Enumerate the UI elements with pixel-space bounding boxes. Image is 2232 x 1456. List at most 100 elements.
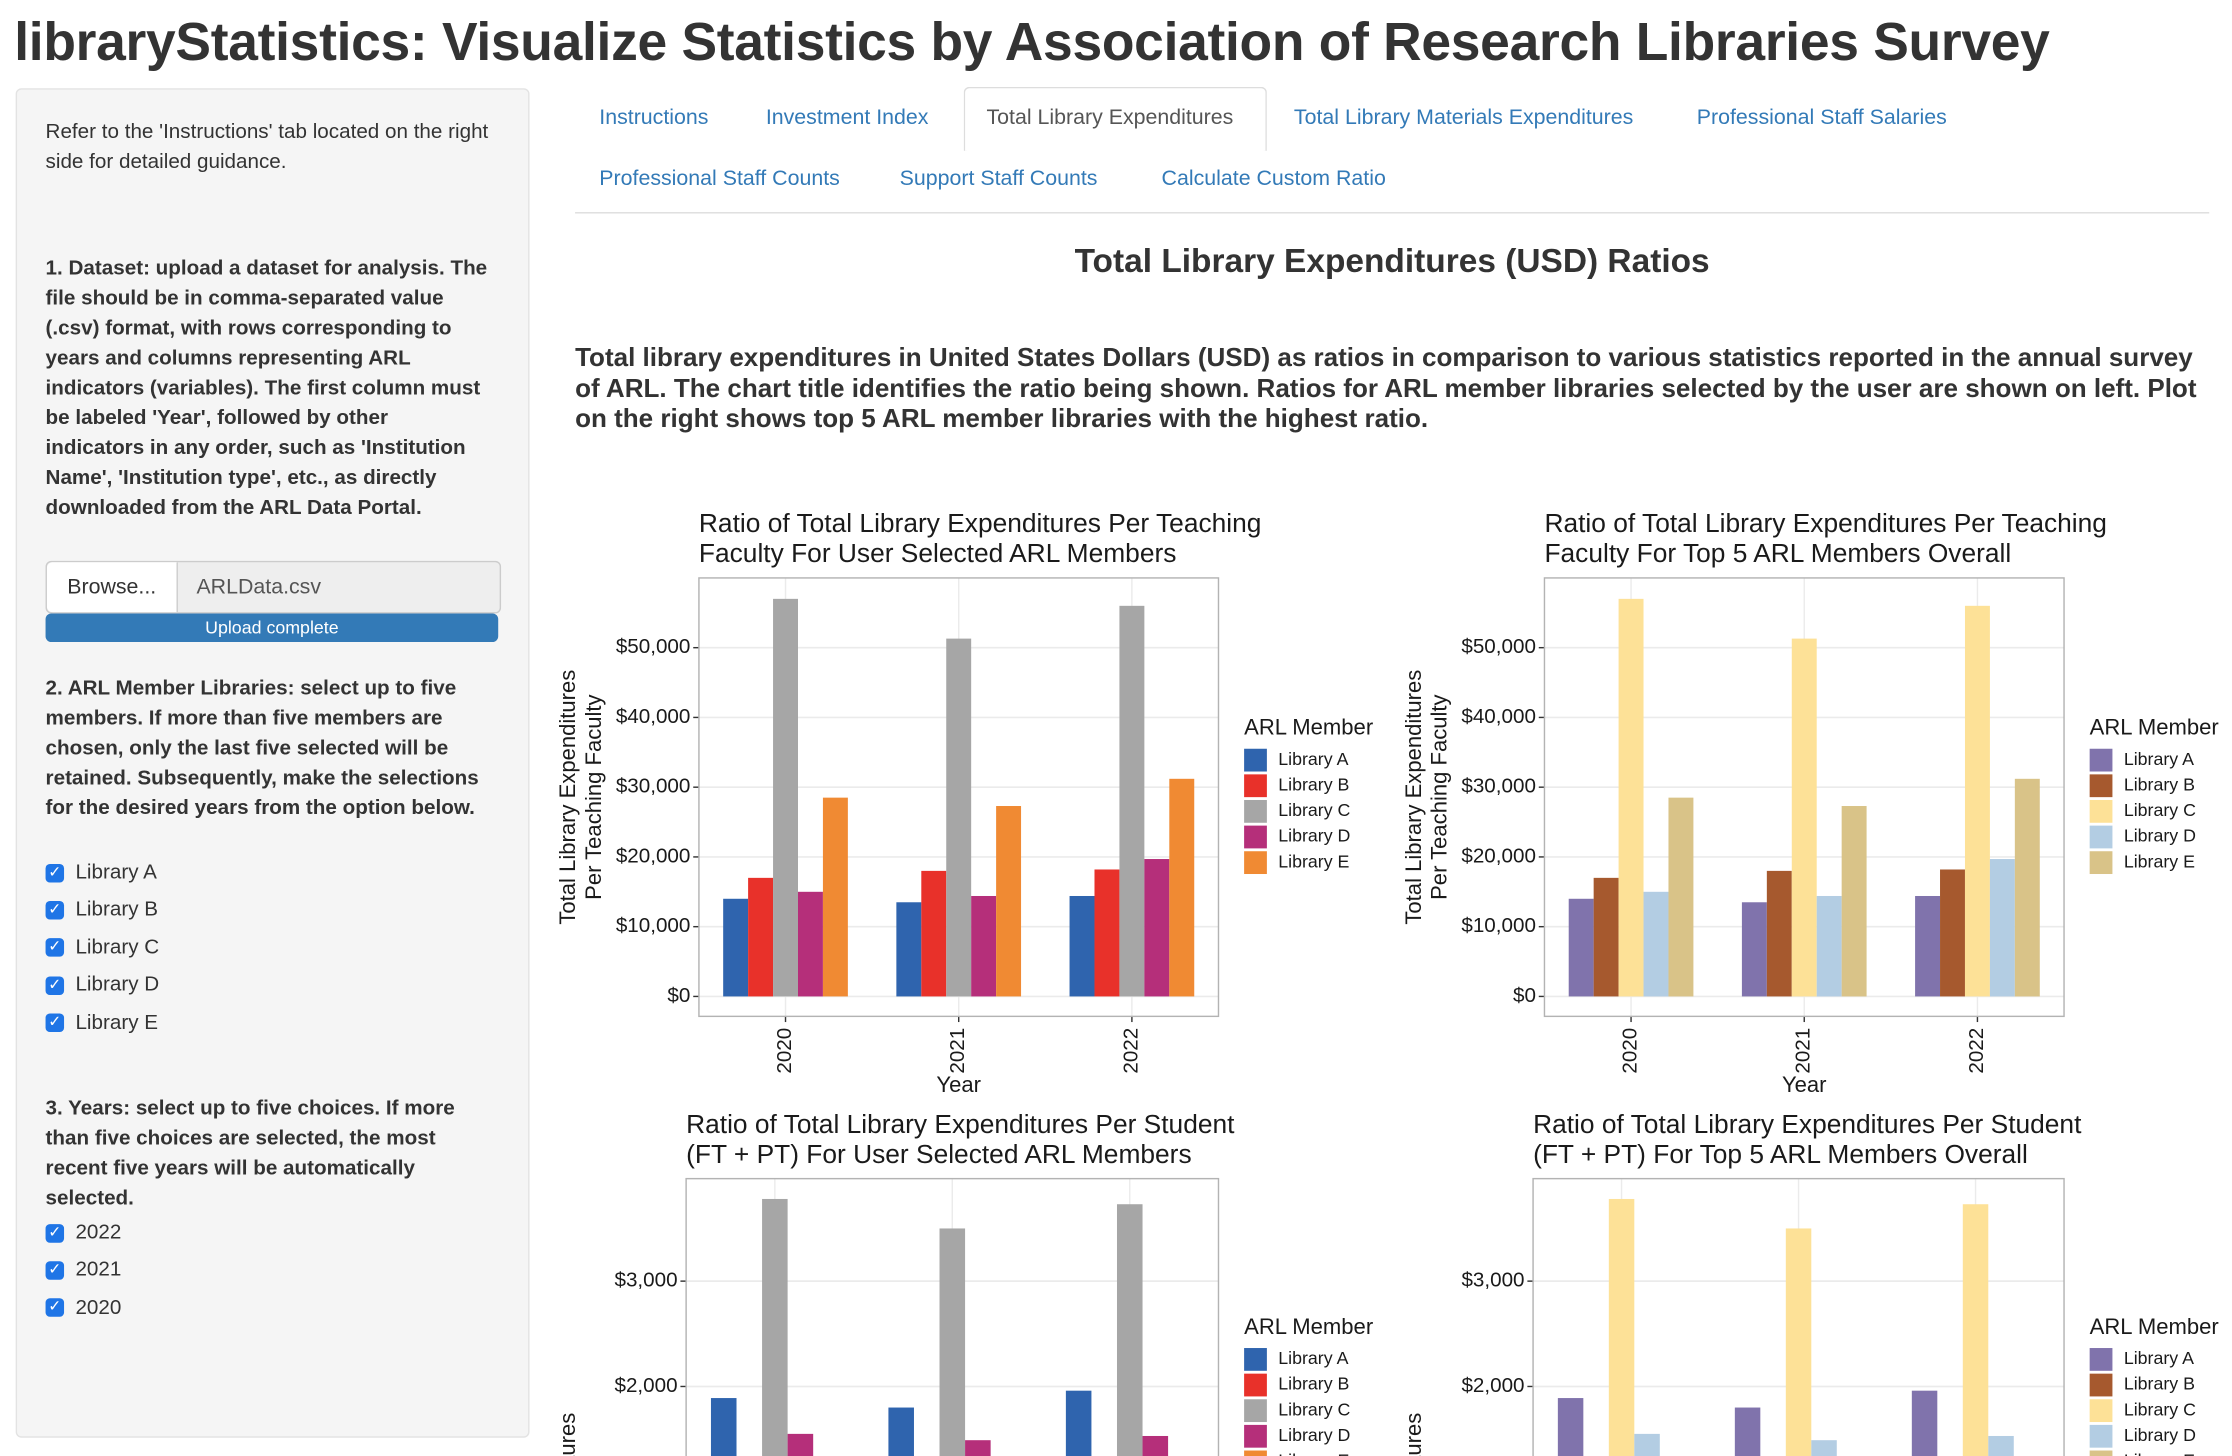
bar <box>787 1433 814 1456</box>
tab[interactable]: Support Staff Counts <box>899 166 1098 191</box>
legend-label: Library B <box>2124 774 2195 794</box>
checkbox[interactable]: ✓ <box>45 900 65 920</box>
tab[interactable]: Professional Staff Counts <box>599 166 840 191</box>
bar <box>1988 1435 2014 1456</box>
y-axis-title: Total Library Expenditures <box>1401 670 1426 925</box>
y-tick-label: $20,000 <box>616 844 691 867</box>
bar <box>1144 859 1170 997</box>
legend-label: Library C <box>1278 800 1350 820</box>
checkbox-option[interactable]: ✓ Library B <box>45 898 159 922</box>
checkbox[interactable]: ✓ <box>45 1261 65 1280</box>
y-tick-label: $50,000 <box>1461 635 1536 658</box>
bar <box>1069 895 1095 997</box>
x-tick-label: 2022 <box>1965 1028 1988 1074</box>
y-tick-label: $10,000 <box>616 914 691 937</box>
checkbox-option[interactable]: ✓ 2020 <box>45 1296 122 1320</box>
checkbox[interactable]: ✓ <box>45 1223 65 1242</box>
legend-swatch <box>2089 1373 2113 1397</box>
x-tick-label: 2022 <box>1119 1028 1142 1074</box>
checkbox-label: 2022 <box>75 1221 122 1245</box>
legend-label: Library B <box>2124 1374 2195 1394</box>
legend-swatch <box>2089 799 2113 823</box>
tab[interactable]: Professional Staff Salaries <box>1696 105 1947 130</box>
checkbox-option[interactable]: ✓ Library A <box>45 861 157 884</box>
checkbox-option[interactable]: ✓ 2021 <box>45 1258 122 1282</box>
checkbox[interactable]: ✓ <box>45 938 65 957</box>
tab[interactable]: Instructions <box>599 105 709 130</box>
bar <box>939 1228 966 1456</box>
bar <box>1734 1407 1761 1456</box>
legend-swatch <box>1244 799 1267 823</box>
checkbox-label: Library A <box>75 861 157 884</box>
bar <box>822 797 848 997</box>
browse-button[interactable]: Browse... <box>46 562 178 613</box>
chart-title: (FT + PT) For User Selected ARL Members <box>686 1139 1192 1169</box>
legend-swatch <box>1244 1424 1267 1448</box>
chart-title: Ratio of Total Library Expenditures Per … <box>686 1109 1235 1139</box>
plot-border <box>1532 1177 2065 1456</box>
chart-title: Faculty For Top 5 ARL Members Overall <box>1544 538 2011 568</box>
y-axis-title: Total Library Expenditures <box>555 670 580 925</box>
y-axis-title: Total Library Expenditures <box>555 1413 580 1456</box>
bar <box>1169 778 1195 997</box>
tab[interactable]: Total Library Materials Expenditures <box>1293 105 1634 130</box>
checkbox-option[interactable]: ✓ Library C <box>45 936 160 960</box>
tab[interactable]: Investment Index <box>765 105 929 130</box>
y-tick-label: $30,000 <box>616 775 691 798</box>
bar <box>1811 1440 1837 1456</box>
legend-title: ARL Member <box>2090 715 2219 740</box>
checkbox-option[interactable]: ✓ Library E <box>45 1012 158 1034</box>
y-tick-label: $20,000 <box>1461 844 1536 867</box>
bar <box>773 598 798 997</box>
bar <box>971 895 997 997</box>
bar <box>1791 638 1817 997</box>
checkbox-label: Library C <box>75 936 160 960</box>
checkbox[interactable]: ✓ <box>45 1298 65 1318</box>
checkbox-label: 2020 <box>75 1296 122 1320</box>
legend-label: Library C <box>2124 800 2196 820</box>
y-tick-label: $30,000 <box>1461 775 1536 798</box>
bar <box>1618 598 1644 997</box>
upload-progress: Upload complete <box>45 613 499 642</box>
bar <box>710 1398 737 1456</box>
checkbox-label: Library B <box>75 898 159 922</box>
checkbox[interactable]: ✓ <box>45 1013 65 1033</box>
checkbox-option[interactable]: ✓ Library D <box>45 974 159 997</box>
bar <box>1940 869 1965 997</box>
legend-swatch <box>1244 1348 1267 1371</box>
intro-text: Refer to the 'Instructions' tab located … <box>45 120 489 174</box>
legend-label: Library C <box>2124 1399 2196 1419</box>
y-tick-label: $40,000 <box>616 705 691 728</box>
checkbox-label: 2021 <box>75 1258 122 1282</box>
bar <box>1608 1198 1635 1456</box>
chart-title: Ratio of Total Library Expenditures Per … <box>699 508 1261 538</box>
bar <box>748 877 774 997</box>
legend-label: Library B <box>1278 1374 1349 1394</box>
bar <box>797 891 823 997</box>
chart-title: (FT + PT) For Top 5 ARL Members Overall <box>1533 1139 2028 1169</box>
legend-label: Library A <box>2124 749 2194 769</box>
plot-border <box>1543 577 2065 1018</box>
bar <box>921 870 947 997</box>
bar <box>1119 605 1145 997</box>
plot-border <box>685 1177 1220 1456</box>
x-tick-label: 2021 <box>946 1028 969 1074</box>
legend-title: ARL Member <box>1244 1314 1373 1339</box>
tab[interactable]: Calculate Custom Ratio <box>1161 166 1386 191</box>
bar <box>1785 1228 1812 1456</box>
bar <box>1962 1204 1989 1456</box>
checkbox[interactable]: ✓ <box>45 863 65 882</box>
legend-label: Library D <box>2124 1425 2196 1445</box>
legend-swatch <box>2089 1424 2113 1448</box>
bar <box>723 898 749 997</box>
checkbox-option[interactable]: ✓ 2022 <box>45 1221 122 1245</box>
checkbox[interactable]: ✓ <box>45 976 65 995</box>
legend-title: ARL Member <box>2090 1314 2219 1339</box>
legend-swatch <box>1244 851 1267 875</box>
bar <box>1643 891 1669 997</box>
legend-label: Library D <box>2124 826 2196 846</box>
bar <box>996 806 1022 997</box>
tab[interactable]: Total Library Expenditures <box>986 105 1234 130</box>
